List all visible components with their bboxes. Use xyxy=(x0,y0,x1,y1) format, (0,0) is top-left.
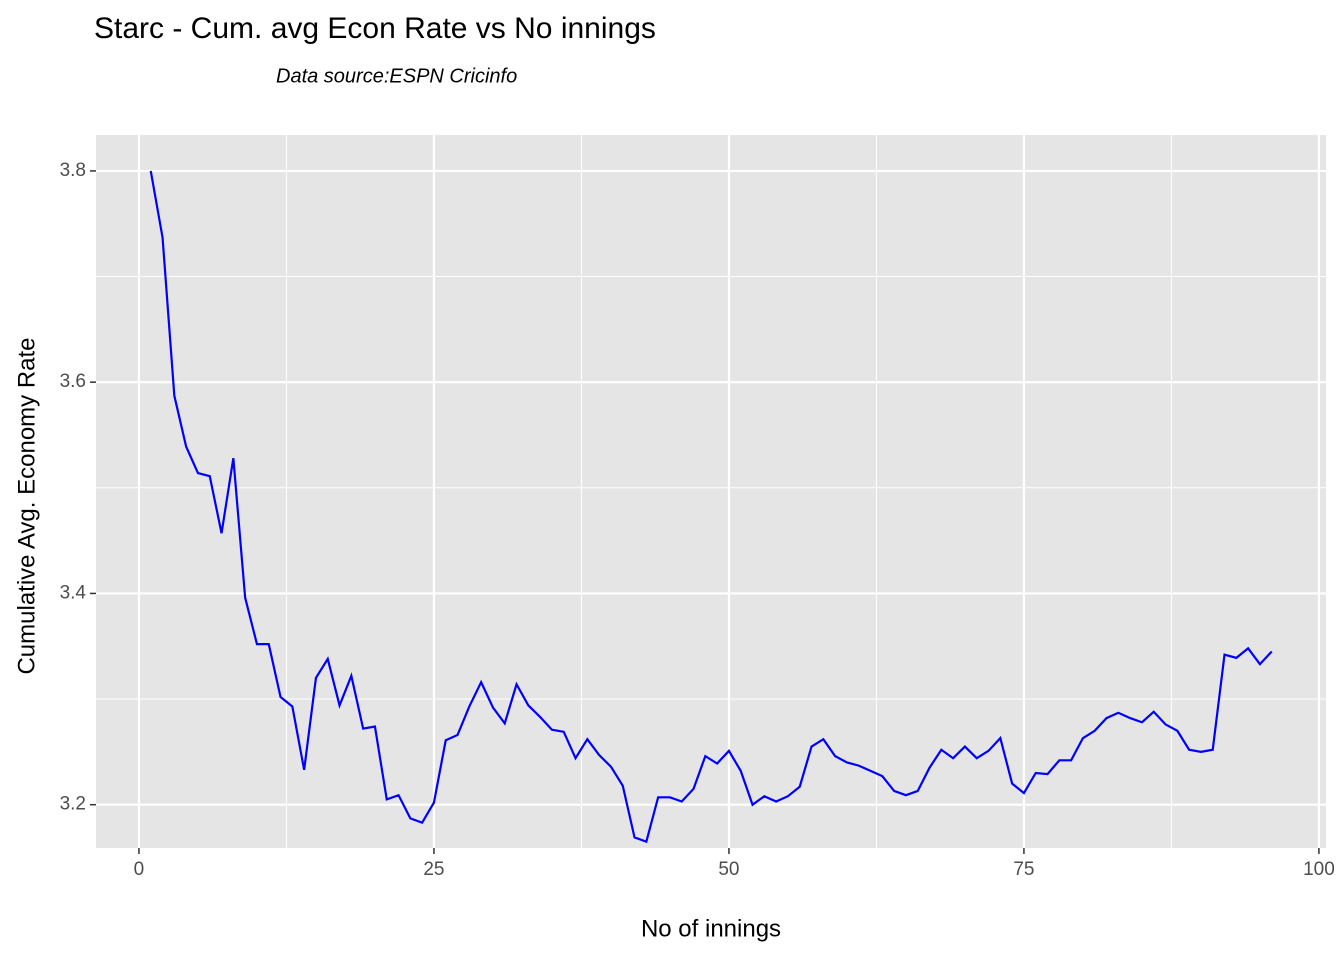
x-tick-label: 50 xyxy=(718,859,739,880)
y-tick-label: 3.6 xyxy=(60,371,86,392)
grid xyxy=(96,135,1326,848)
chart-title: Starc - Cum. avg Econ Rate vs No innings xyxy=(94,12,656,45)
x-tick-label: 100 xyxy=(1303,859,1335,880)
y-tick-label: 3.8 xyxy=(60,160,86,181)
y-axis-title: Cumulative Avg. Economy Rate xyxy=(13,337,40,674)
x-axis-title: No of innings xyxy=(641,915,781,942)
marks xyxy=(149,170,1273,844)
data-line xyxy=(149,170,1273,844)
x-tick-label: 0 xyxy=(134,859,145,880)
x-tick-label: 25 xyxy=(423,859,444,880)
chart-subtitle: Data source:ESPN Cricinfo xyxy=(276,65,517,87)
y-tick-label: 3.2 xyxy=(60,794,86,815)
y-tick-label: 3.4 xyxy=(60,582,87,603)
x-tick-label: 75 xyxy=(1013,859,1034,880)
plot-panel xyxy=(96,135,1326,848)
